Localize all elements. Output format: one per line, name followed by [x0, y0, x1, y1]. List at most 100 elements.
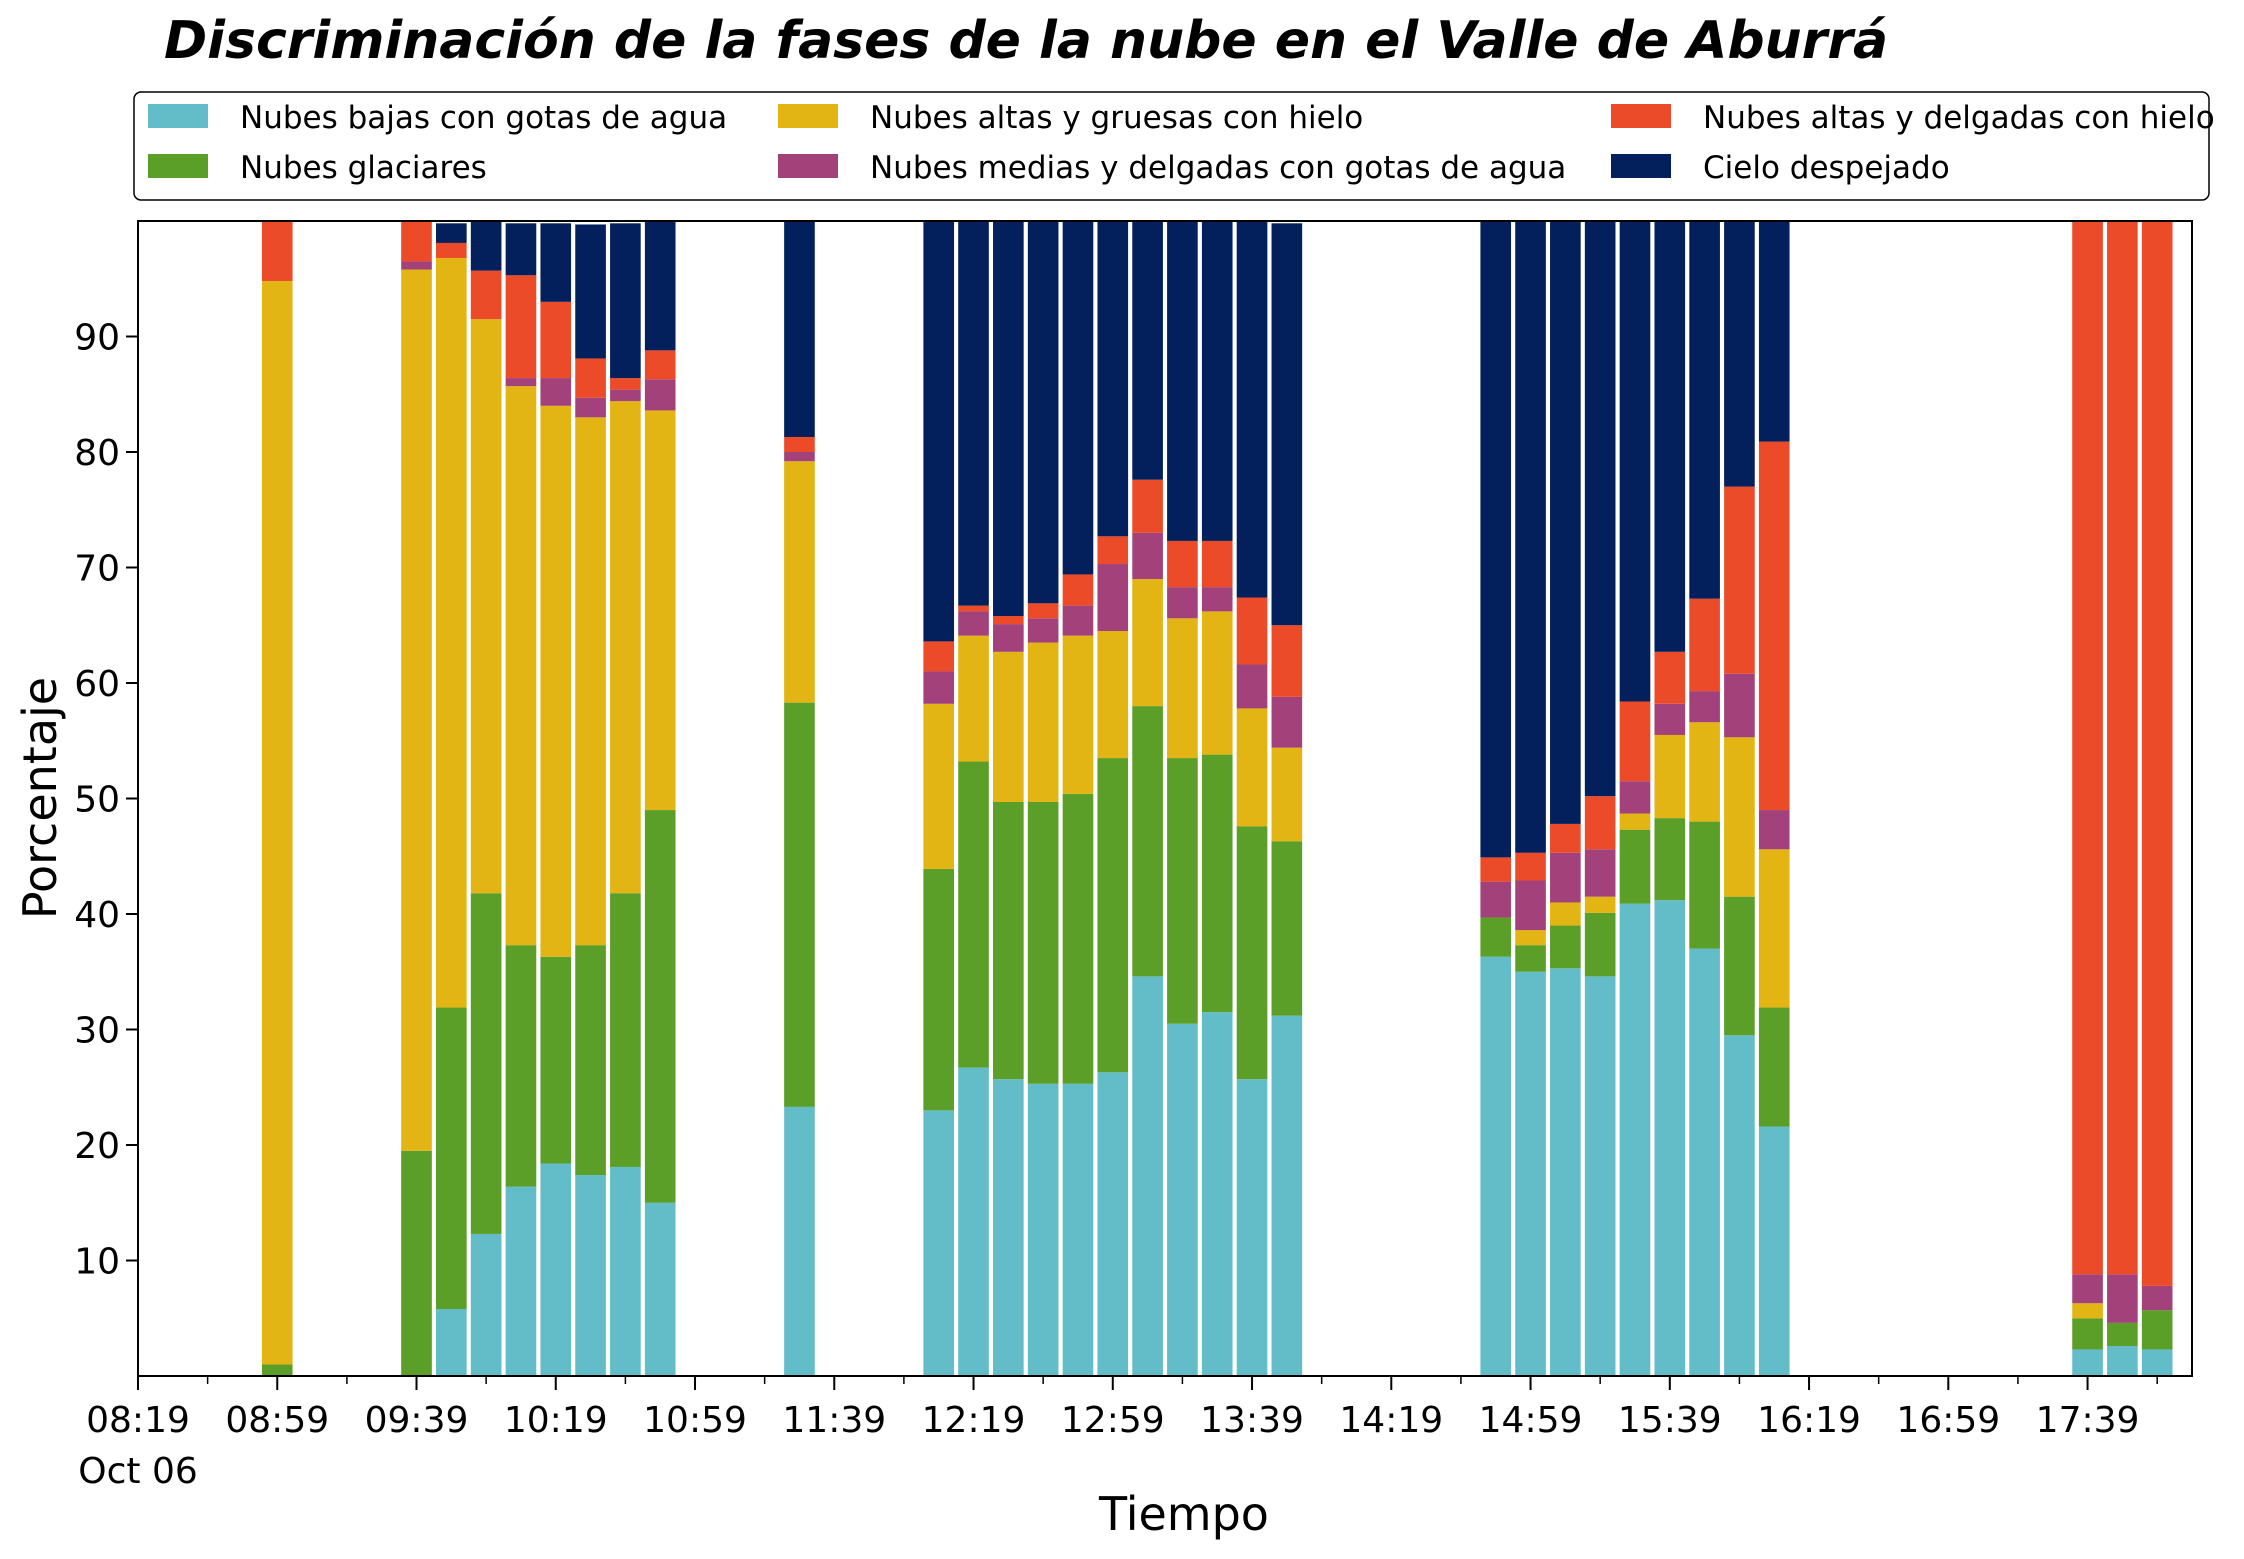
y-tick-label: 20 — [74, 1126, 120, 1167]
bar-segment-5 — [1062, 574, 1094, 606]
bar-segment-2 — [958, 761, 989, 1068]
legend-label: Nubes altas y gruesas con hielo — [870, 100, 1363, 136]
bar-segment-1 — [644, 1202, 676, 1376]
bar-segment-5 — [1167, 540, 1198, 588]
y-tick-label: 60 — [74, 664, 120, 705]
bar-segment-2 — [1724, 896, 1755, 1036]
bar-segment-6 — [1619, 221, 1651, 702]
bar-segment-3 — [1027, 642, 1059, 802]
bar-segment-3 — [1550, 902, 1581, 926]
bar-segment-5 — [1689, 598, 1720, 692]
bar-segment-2 — [540, 956, 572, 1164]
legend-swatch — [778, 154, 838, 178]
x-tick-label: 08:59 — [225, 1400, 329, 1441]
bar-segment-3 — [540, 405, 572, 957]
bar-segment-6 — [1515, 221, 1546, 853]
bar-stacks — [261, 221, 2173, 1376]
bar-segment-5 — [610, 378, 641, 390]
bar-segment-2 — [1654, 818, 1686, 901]
bar-segment-3 — [1515, 930, 1546, 946]
bar-segment-1 — [1167, 1023, 1198, 1376]
y-tick-label: 10 — [74, 1242, 120, 1283]
bar-segment-4 — [1654, 703, 1686, 735]
bar-segment-6 — [1689, 221, 1720, 599]
bar-segment-5 — [2107, 221, 2138, 1275]
bar-segment-3 — [470, 319, 502, 894]
bar-segment-3 — [1201, 611, 1233, 755]
bar-segment-2 — [1758, 1007, 1790, 1127]
bar-segment-3 — [993, 651, 1024, 802]
bar-segment-6 — [436, 223, 467, 243]
bar-segment-1 — [540, 1163, 572, 1376]
legend-label: Nubes medias y delgadas con gotas de agu… — [870, 150, 1566, 186]
bar-segment-6 — [1724, 221, 1755, 487]
bar-segment-3 — [1062, 635, 1094, 794]
legend-label: Nubes altas y delgadas con hielo — [1703, 100, 2215, 136]
bar-segment-5 — [1132, 479, 1163, 533]
bar-segment-5 — [1724, 486, 1755, 674]
bar-segment-3 — [1167, 618, 1198, 759]
legend-swatch — [1611, 104, 1671, 128]
bar-segment-3 — [610, 401, 641, 894]
bar-segment-1 — [2107, 1345, 2138, 1376]
bar-segment-2 — [1236, 826, 1268, 1080]
bar-segment-3 — [1271, 747, 1303, 842]
bar-segment-1 — [1550, 968, 1581, 1376]
bar-segment-4 — [1515, 880, 1546, 931]
bar-segment-3 — [1689, 722, 1720, 822]
bar-segment-4 — [958, 611, 989, 636]
bar-segment-3 — [1236, 708, 1268, 827]
bar-segment-5 — [2072, 221, 2103, 1275]
bar-segment-2 — [1167, 758, 1198, 1024]
x-tick-label: 13:39 — [1200, 1400, 1304, 1441]
chart-title: Discriminación de la fases de la nube en… — [164, 11, 1888, 71]
bar-segment-1 — [2141, 1349, 2173, 1376]
x-tick-label: 15:39 — [1618, 1400, 1722, 1441]
bar-segment-4 — [993, 624, 1024, 652]
x-tick-label: 11:39 — [782, 1400, 886, 1441]
bar-segment-4 — [505, 378, 537, 387]
bar-segment-3 — [1724, 737, 1755, 897]
bar-segment-2 — [1062, 793, 1094, 1084]
y-axis-label: Porcentaje — [13, 677, 67, 919]
y-tick-label: 30 — [74, 1011, 120, 1052]
bar-segment-5 — [436, 242, 467, 258]
bar-segment-6 — [610, 223, 641, 379]
bar-segment-5 — [1271, 625, 1303, 697]
bar-segment-1 — [1027, 1083, 1059, 1376]
bar-segment-6 — [575, 224, 606, 359]
bar-segment-6 — [784, 221, 815, 437]
bar-segment-5 — [1201, 540, 1233, 588]
bar-segment-3 — [261, 281, 293, 1365]
bar-segment-6 — [1062, 221, 1094, 575]
bar-segment-6 — [505, 223, 537, 276]
bar-segment-1 — [1584, 976, 1616, 1376]
bar-segment-3 — [1758, 849, 1790, 1008]
bar-segment-2 — [1027, 801, 1059, 1084]
bar-segment-1 — [2072, 1349, 2103, 1376]
bar-segment-4 — [1689, 691, 1720, 723]
legend-swatch — [148, 154, 208, 178]
bar-segment-2 — [436, 1007, 467, 1310]
bar-segment-4 — [1132, 532, 1163, 580]
x-tick-label: 12:19 — [922, 1400, 1026, 1441]
bar-segment-5 — [505, 275, 537, 379]
bar-segment-6 — [470, 221, 502, 271]
bar-segment-6 — [1550, 221, 1581, 824]
bar-segment-4 — [1550, 852, 1581, 903]
legend-swatch — [148, 104, 208, 128]
legend-swatch — [1611, 154, 1671, 178]
bar-segment-4 — [1724, 673, 1755, 738]
y-tick-label: 40 — [74, 895, 120, 936]
bar-segment-1 — [1236, 1079, 1268, 1376]
bar-segment-4 — [1619, 781, 1651, 814]
bar-segment-3 — [923, 703, 955, 869]
bar-segment-2 — [2141, 1310, 2173, 1350]
bar-segment-2 — [1619, 829, 1651, 904]
bar-segment-6 — [1027, 221, 1059, 604]
bar-segment-4 — [2072, 1274, 2103, 1304]
bar-segment-5 — [784, 436, 815, 452]
bar-segment-5 — [1550, 823, 1581, 853]
bar-segment-3 — [1619, 813, 1651, 830]
